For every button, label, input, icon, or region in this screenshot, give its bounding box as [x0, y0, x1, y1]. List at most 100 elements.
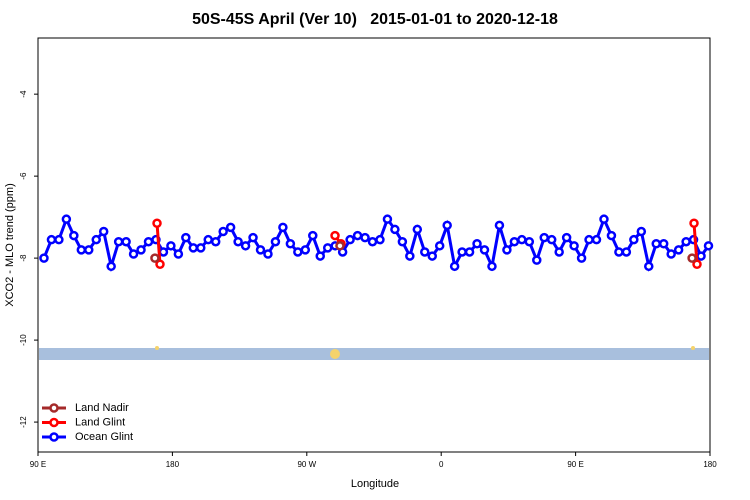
chart-title: 50S-45S April (Ver 10) 2015-01-01 to 202…: [192, 11, 558, 28]
legend-marker: [49, 432, 59, 442]
x-tick-label: 90 E: [567, 460, 583, 469]
data-point: [91, 234, 101, 245]
data-point: [606, 230, 617, 241]
data-point: [479, 245, 490, 255]
data-point: [644, 261, 654, 272]
data-point: [233, 236, 243, 247]
data-point: [524, 236, 535, 247]
data-point: [285, 239, 296, 249]
data-point: [128, 249, 139, 259]
data-point: [39, 253, 49, 263]
data-point: [84, 245, 94, 255]
data-point: [614, 247, 624, 257]
data-point: [278, 222, 288, 233]
legend-label: Land Glint: [75, 416, 125, 428]
data-point: [61, 214, 72, 224]
data-point: [54, 234, 64, 245]
data-point: [442, 220, 452, 231]
data-point: [203, 234, 213, 245]
data-point: [554, 247, 564, 257]
data-point: [651, 239, 661, 249]
x-tick-label: 180: [703, 460, 717, 469]
data-point: [420, 247, 430, 257]
x-tick-label: 90 W: [297, 460, 316, 469]
data-point: [166, 241, 176, 251]
data-point: [397, 236, 408, 247]
data-point: [173, 249, 184, 259]
data-point: [218, 226, 228, 237]
data-point: [532, 255, 542, 265]
data-point: [449, 261, 460, 272]
data-point: [308, 230, 318, 241]
legend-label: Land Nadir: [75, 402, 129, 414]
data-point: [46, 234, 57, 245]
data-point: [494, 220, 505, 231]
data-point: [330, 230, 340, 241]
data-point: [681, 236, 691, 247]
data-point: [240, 241, 251, 251]
data-point: [152, 218, 162, 229]
data-point: [427, 251, 437, 261]
data-point: [569, 241, 579, 251]
data-point: [576, 253, 587, 263]
data-point: [457, 247, 467, 257]
data-point: [696, 251, 706, 261]
y-tick-label: -12: [19, 416, 28, 428]
data-point: [98, 226, 109, 237]
data-point: [629, 234, 639, 245]
y-tick-label: -4: [19, 90, 28, 98]
data-point: [687, 253, 697, 263]
data-point: [599, 214, 609, 224]
coverage-band: [39, 348, 709, 360]
data-point: [487, 261, 497, 272]
y-tick-label: -8: [19, 254, 28, 262]
data-point: [210, 236, 221, 247]
data-point: [255, 245, 266, 255]
data-point: [121, 236, 131, 247]
data-point: [673, 245, 684, 255]
data-point: [502, 245, 512, 255]
y-tick-label: -6: [19, 172, 28, 180]
data-point: [546, 234, 557, 245]
data-point: [155, 259, 165, 270]
data-point: [561, 232, 572, 243]
y-axis-label: XCO2 - MLO trend (ppm): [4, 183, 16, 306]
coverage-marker: [330, 349, 340, 359]
data-point: [263, 249, 273, 259]
data-point: [382, 214, 393, 224]
data-point: [539, 232, 549, 243]
data-point: [367, 236, 378, 247]
data-point: [584, 234, 594, 245]
data-point: [322, 243, 333, 253]
data-point: [658, 239, 669, 249]
legend-label: Ocean Glint: [75, 431, 133, 443]
data-point: [181, 232, 191, 243]
data-point: [666, 249, 676, 259]
data-point: [703, 241, 714, 251]
coverage-marker: [155, 346, 159, 350]
data-point: [621, 247, 632, 257]
data-point: [113, 236, 124, 247]
data-point: [69, 230, 79, 241]
data-point: [412, 224, 423, 235]
data-point: [150, 253, 160, 263]
x-tick-label: 180: [166, 460, 180, 469]
data-point: [345, 234, 355, 245]
data-point: [591, 234, 602, 245]
data-point: [315, 251, 325, 261]
data-point: [270, 236, 281, 247]
data-point: [517, 234, 527, 245]
data-point: [136, 245, 146, 255]
data-point: [196, 243, 206, 253]
data-point: [188, 243, 199, 253]
data-point: [375, 234, 385, 245]
data-point: [248, 232, 258, 243]
data-point: [76, 245, 87, 255]
data-point: [692, 259, 702, 270]
data-point: [464, 247, 475, 257]
data-point: [293, 247, 303, 257]
y-tick-label: -10: [19, 334, 28, 346]
data-point: [390, 224, 400, 235]
x-tick-label: 0: [439, 460, 444, 469]
